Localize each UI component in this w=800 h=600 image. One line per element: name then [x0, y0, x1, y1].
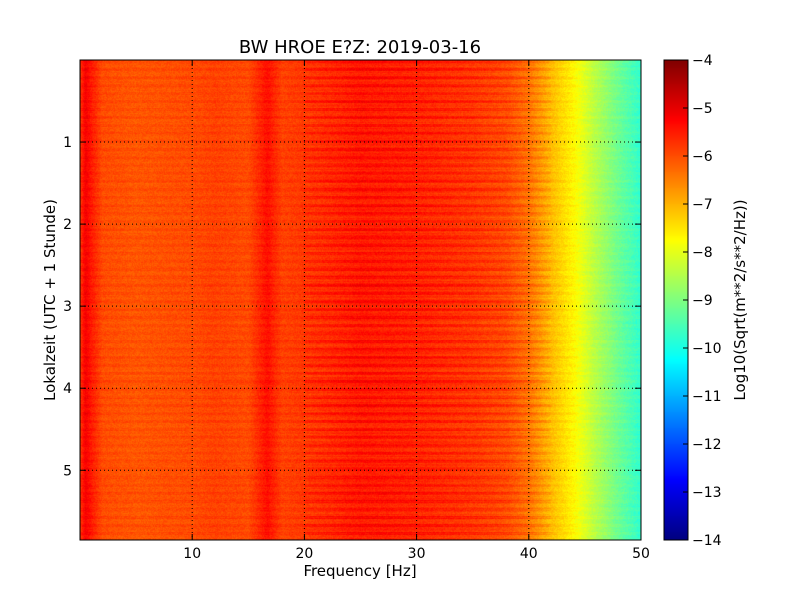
colorbar-tick-label: −11 — [692, 389, 722, 405]
x-axis-label: Frequency [Hz] — [303, 562, 416, 580]
y-tick-label: 3 — [63, 299, 72, 315]
colorbar-tick-label: −4 — [692, 53, 713, 69]
colorbar-tick-label: −10 — [692, 341, 722, 357]
x-axis: 10 20 30 40 50 — [183, 60, 650, 562]
colorbar-tick-label: −14 — [692, 533, 722, 549]
y-tick-label: 1 — [63, 135, 72, 151]
x-tick-label: 30 — [408, 546, 426, 562]
x-tick-label: 40 — [520, 546, 538, 562]
colorbar-label: Log10(Sqrt(m**2/s**2/Hz)) — [731, 199, 749, 400]
chart-title: BW HROE E?Z: 2019-03-16 — [239, 37, 481, 58]
colorbar-ticks: −4 −5 −6 −7 −8 −9 −10 −11 −12 −13 −14 — [683, 53, 722, 549]
heatmap-canvas — [80, 60, 641, 540]
y-axis-label: Lokalzeit (UTC + 1 Stunde) — [41, 199, 59, 401]
y-tick-label: 5 — [63, 463, 72, 479]
x-tick-label: 20 — [295, 546, 313, 562]
colorbar-tick-label: −8 — [692, 245, 713, 261]
heatmap-plot — [79, 59, 642, 541]
colorbar-tick-label: −5 — [692, 101, 713, 117]
y-tick-label: 4 — [63, 381, 72, 397]
x-tick-label: 50 — [632, 546, 650, 562]
colorbar-tick-label: −6 — [692, 149, 713, 165]
grid-lines — [80, 60, 641, 540]
colorbar: −4 −5 −6 −7 −8 −9 −10 −11 −12 −13 −14 — [663, 53, 722, 549]
colorbar-tick-label: −13 — [692, 485, 722, 501]
x-tick-label: 10 — [183, 546, 201, 562]
colorbar-tick-label: −12 — [692, 437, 722, 453]
y-tick-label: 2 — [63, 217, 72, 233]
y-axis: 1 2 3 4 5 — [63, 135, 641, 479]
plot-frame — [79, 59, 642, 541]
colorbar-tick-label: −7 — [692, 197, 713, 213]
colorbar-tick-label: −9 — [692, 293, 713, 309]
